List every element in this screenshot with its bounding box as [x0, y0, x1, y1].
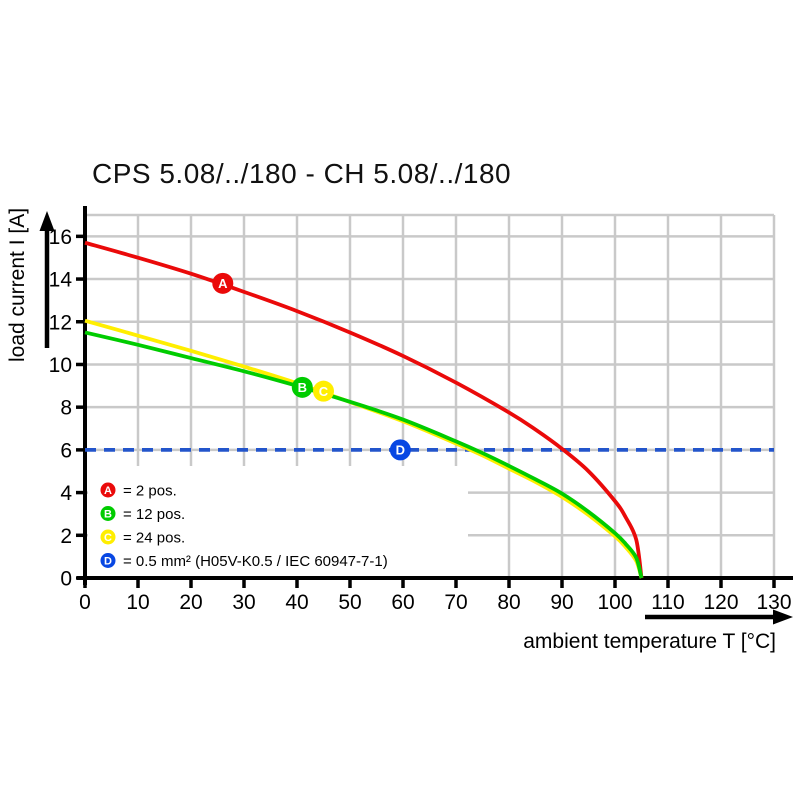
legend-item-label: = 2 pos.	[123, 483, 177, 500]
x-tick-label: 50	[338, 591, 361, 614]
legend-item: B = 12 pos.	[100, 506, 185, 523]
curve-B	[84, 330, 644, 579]
legend-marker-letter: B	[104, 509, 112, 521]
curve-marker-C: C	[313, 380, 334, 402]
legend-item: D = 0.5 mm² (H05V-K0.5 / IEC 60947-7-1)	[100, 553, 388, 570]
curve-marker-letter: A	[218, 276, 228, 291]
y-tick-label: 10	[49, 354, 72, 377]
y-tick-label: 8	[60, 397, 72, 420]
y-tick-label: 14	[49, 269, 73, 292]
x-tick-label: 120	[703, 591, 738, 614]
curve-marker-circle	[212, 272, 234, 294]
x-tick-label: 100	[597, 591, 632, 614]
curve-C	[84, 318, 644, 579]
legend-item-label: = 24 pos.	[123, 530, 185, 547]
y-axis-label: load current I [A]	[6, 208, 29, 362]
curve-marker-circle	[389, 439, 411, 461]
legend: A = 2 pos. B = 12 pos. C = 24 pos. D = 0.5 mm² …	[88, 466, 468, 576]
legend-marker-D	[100, 553, 116, 568]
x-axis-title-group: ambient temperature T [°C]	[523, 609, 793, 653]
legend-marker-A	[100, 482, 116, 498]
curve-marker-circle	[291, 376, 313, 398]
curve-marker-circle	[313, 380, 334, 402]
curve-marker-letter: C	[319, 384, 329, 399]
x-axis-arrowhead-icon	[773, 609, 793, 625]
legend-item-label: = 12 pos.	[123, 506, 185, 523]
legend-item-label: = 0.5 mm² (H05V-K0.5 / IEC 60947-7-1)	[123, 553, 388, 570]
legend-item: C = 24 pos.	[100, 529, 185, 547]
tick-labels: 0 10 20 30 40 50 60 70 80 90 100 110 120 130 0 2 4 6 8 10 12…	[49, 226, 792, 614]
x-tick-label: 130	[756, 591, 791, 614]
x-axis-label: ambient temperature T [°C]	[523, 630, 776, 653]
x-tick-label: 70	[444, 591, 467, 614]
legend-marker-letter: D	[104, 556, 112, 568]
x-tick-label: 10	[126, 591, 149, 614]
y-axis-arrowhead-icon	[39, 211, 55, 231]
x-tick-label: 40	[285, 591, 308, 614]
curve-marker-letter: D	[396, 443, 405, 458]
y-tick-label: 16	[49, 226, 72, 249]
x-tick-label: 110	[651, 591, 684, 614]
y-tick-label: 6	[60, 439, 72, 462]
x-tick-label: 90	[550, 591, 573, 614]
y-tick-label: 4	[60, 482, 72, 505]
curve-marker-A: A	[212, 272, 234, 294]
curve-marker-D: D	[389, 439, 411, 461]
legend-marker-C	[100, 529, 116, 545]
series-markers: A B C D	[212, 272, 411, 461]
chart-title: CPS 5.08/../180 - CH 5.08/../180	[92, 158, 512, 189]
x-tick-label: 60	[391, 591, 414, 614]
axes	[76, 206, 793, 588]
x-tick-label: 80	[497, 591, 520, 614]
legend-marker-letter: C	[104, 532, 112, 544]
y-tick-label: 2	[60, 525, 72, 548]
x-tick-label: 0	[79, 591, 91, 614]
curve-marker-letter: B	[298, 380, 307, 395]
x-tick-label: 20	[179, 591, 202, 614]
y-tick-label: 12	[49, 311, 72, 334]
legend-marker-B	[100, 506, 116, 521]
legend-background	[88, 466, 468, 576]
x-tick-label: 30	[232, 591, 255, 614]
y-tick-label: 0	[60, 568, 72, 591]
y-axis-title-group: load current I [A]	[6, 208, 55, 362]
curve-marker-B: B	[291, 376, 313, 398]
legend-item: A = 2 pos.	[100, 482, 177, 500]
legend-marker-letter: A	[104, 485, 112, 497]
